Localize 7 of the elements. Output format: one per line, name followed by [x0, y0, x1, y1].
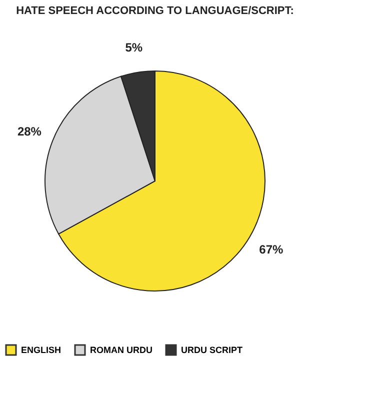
legend-label: ENGLISH	[21, 345, 62, 355]
data-label: 67%	[259, 242, 284, 257]
legend-label: ROMAN URDU	[90, 345, 152, 355]
legend-label: URDU SCRIPT	[181, 345, 244, 355]
data-label: 28%	[17, 124, 42, 138]
data-label: 5%	[125, 40, 143, 55]
chart-title: HATE SPEECH ACCORDING TO LANGUAGE/SCRIPT:	[16, 5, 294, 17]
